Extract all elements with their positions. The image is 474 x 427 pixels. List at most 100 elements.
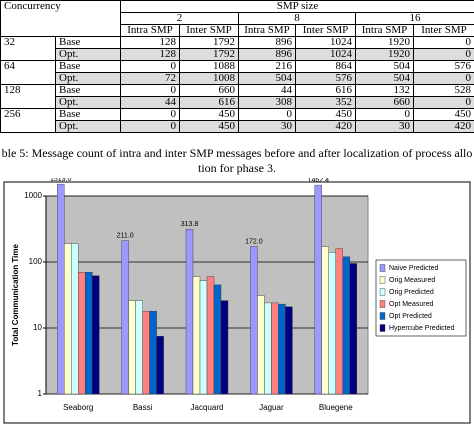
table-cell: 32: [0, 36, 56, 61]
table-row: 256 Base 0 450 0 450 0 450: [0, 108, 474, 133]
bar: [156, 336, 164, 395]
table-cell: 352: [295, 96, 356, 109]
bar: [264, 302, 272, 395]
table-cell: Intra SMP: [120, 24, 180, 37]
table-cell: 30: [355, 120, 414, 133]
table-cell: 0: [413, 72, 474, 85]
bar: [84, 272, 93, 395]
table-cell: 0: [413, 48, 474, 61]
table-cell: 420: [413, 120, 474, 133]
bar: [314, 184, 322, 395]
bar: [91, 275, 100, 395]
bar: [128, 300, 136, 395]
table-cell: 0: [120, 120, 180, 133]
legend-label: Opt Measured: [389, 301, 433, 308]
table-cell: Intra SMP: [355, 24, 414, 37]
table-cell: 1792: [179, 36, 239, 49]
chart: Total Communication Time 1 10 100 1000 Seabo…: [3, 178, 471, 424]
table-cell: 1920: [355, 48, 414, 61]
bar: [271, 302, 279, 395]
table-cell: 0: [120, 60, 180, 73]
table-cell: SMP size: [120, 0, 474, 13]
table-cell: 864: [295, 60, 356, 73]
y-tick-label: 10: [33, 323, 42, 332]
legend-swatch: [379, 276, 386, 284]
table-cell: 30: [238, 120, 296, 133]
table-cell: 44: [238, 84, 296, 97]
bar: [349, 263, 357, 395]
table-cell: 2: [120, 12, 239, 25]
x-tick-label: Jacquard: [191, 403, 224, 412]
table-cell: 450: [295, 108, 356, 121]
caption: tion for phase 3.: [198, 161, 276, 175]
x-tick-label: Jaguar: [259, 403, 284, 412]
legend-label: Orig Measured: [389, 277, 435, 284]
table-cell: 216: [238, 60, 296, 73]
x-tick-label: Seaborg: [63, 403, 93, 412]
table-cell: Inter SMP: [413, 24, 474, 37]
table-cell: 528: [413, 84, 474, 97]
table-cell: Opt.: [55, 120, 121, 133]
table-cell: 64: [0, 60, 56, 85]
table-cell: 128: [120, 36, 180, 49]
table-cell: 616: [295, 84, 356, 97]
table-cell: 450: [179, 108, 239, 121]
table-cell: 128: [120, 48, 180, 61]
table-cell: 1024: [295, 36, 356, 49]
data-label: 313.8: [181, 221, 199, 228]
table-cell: 8: [238, 12, 356, 25]
legend-box: [375, 259, 467, 337]
legend-label: Hypercube Predicted: [389, 325, 454, 332]
bar: [206, 276, 215, 395]
bar: [257, 295, 265, 395]
bar: [278, 303, 286, 395]
message-table: Concurrency SMP size 2 8 16 Intra SMP Inter SM…: [0, 0, 474, 133]
table-cell: 450: [179, 120, 239, 133]
y-tick-label: 100: [29, 257, 43, 266]
y-axis-label: Total Communication Time: [11, 243, 20, 345]
table-cell: 72: [120, 72, 180, 85]
table-cell: 504: [355, 60, 414, 73]
table-cell: 308: [238, 96, 296, 109]
table-row: Concurrency SMP size: [0, 0, 474, 37]
table-cell: 0: [355, 108, 414, 121]
bar: [335, 248, 343, 395]
table-cell: 576: [295, 72, 356, 85]
table-cell: Inter SMP: [295, 24, 356, 37]
table-row: Opt. 72 1008 504 576 504 0: [1, 72, 474, 85]
bar: [213, 284, 222, 395]
data-label: 1462.4: [308, 178, 330, 184]
table-cell: 1088: [179, 60, 239, 73]
table-cell: 616: [179, 96, 239, 109]
table-row: Opt. 0 450 30 420 30 420: [1, 120, 474, 133]
x-tick-label: Bluegene: [319, 403, 353, 412]
legend-swatch: [379, 324, 386, 332]
table-row: 2 8 16: [1, 12, 474, 25]
table-cell: Opt.: [55, 96, 121, 109]
bar: [199, 280, 208, 395]
table-cell: 504: [238, 72, 296, 85]
bar: [192, 276, 201, 395]
table-cell: 896: [238, 36, 296, 49]
table-cell: 504: [355, 72, 414, 85]
x-tick-label: Bassi: [133, 403, 153, 412]
bar: [63, 243, 72, 395]
y-tick-label: 1000: [24, 191, 42, 200]
bar: [220, 300, 229, 395]
table-cell: 1792: [179, 48, 239, 61]
table-cell: 0: [413, 36, 474, 49]
caption: ble 5: Message count of intra and inter …: [1, 146, 473, 160]
bar: [342, 256, 350, 395]
bar: [321, 246, 329, 395]
table-cell: Base: [55, 84, 121, 97]
data-label: 1513.0: [50, 178, 72, 183]
bar: [121, 240, 129, 395]
table-cell: Intra SMP: [238, 24, 296, 37]
table-row: 128 Base 0 660 44 616 132 528: [0, 84, 474, 109]
table-cell: 450: [413, 108, 474, 121]
table-cell: 0: [120, 84, 180, 97]
table-cell: 1024: [295, 48, 356, 61]
y-tick-label: 1: [38, 389, 43, 398]
bar: [135, 300, 143, 395]
